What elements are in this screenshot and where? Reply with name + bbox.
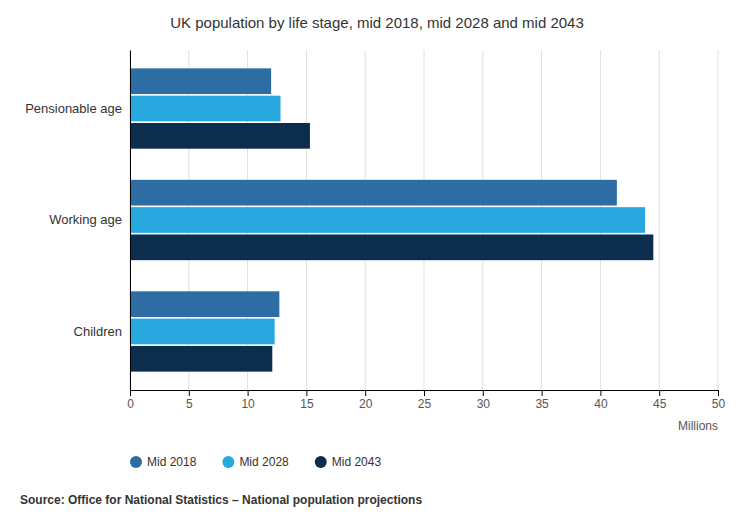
grid-line: [718, 50, 719, 390]
grid-line: [130, 50, 131, 390]
tick-label: 30: [477, 397, 491, 411]
y-axis: Pensionable age Working age Children: [25, 51, 130, 391]
legend-label: Mid 2043: [332, 455, 382, 469]
series: [130, 96, 645, 345]
legend-marker: [130, 456, 142, 468]
bar: [130, 234, 653, 260]
plot: 0 5 10 15 20 25 30 35 40 45 50 Pensionable age Worki…: [25, 50, 725, 433]
bar: [130, 123, 310, 149]
tick-mark: [306, 390, 307, 396]
tick-mark: [365, 390, 366, 396]
tick-label: 35: [535, 397, 549, 411]
tick: Working age: [49, 212, 130, 227]
tick-label: Working age: [49, 212, 122, 227]
tick: 30: [477, 390, 491, 411]
bar: [130, 96, 281, 122]
tick-label: 15: [300, 397, 314, 411]
bar: [130, 291, 279, 317]
bar: [130, 346, 272, 372]
tick: 15: [300, 390, 314, 411]
tick: 0: [127, 390, 134, 411]
legend-item: Mid 2018: [130, 455, 197, 469]
tick: 40: [594, 390, 608, 411]
tick: 5: [186, 390, 193, 411]
tick: Pensionable age: [25, 101, 130, 116]
bar: [130, 207, 645, 233]
axis-title: Millions: [678, 419, 718, 433]
tick-label: 50: [712, 397, 726, 411]
tick-label: 5: [186, 397, 193, 411]
bar: [130, 319, 275, 345]
tick-label: Children: [74, 324, 122, 339]
tick-label: Pensionable age: [25, 101, 122, 116]
grid: [130, 50, 718, 390]
tick-mark: [130, 390, 131, 396]
bars: [130, 68, 653, 371]
bar: [130, 180, 617, 206]
tick-label: 20: [359, 397, 373, 411]
series: [130, 123, 653, 372]
tick: 25: [418, 390, 432, 411]
bar: [130, 68, 271, 94]
legend: Mid 2018 Mid 2028 Mid 2043: [130, 455, 381, 469]
tick-mark: [600, 390, 601, 396]
tick-mark: [189, 390, 190, 396]
legend-marker: [315, 456, 327, 468]
x-axis: 0 5 10 15 20 25 30 35 40 45 50: [127, 390, 725, 411]
tick: 10: [241, 390, 255, 411]
tick: 35: [535, 390, 549, 411]
tick-mark: [718, 390, 719, 396]
legend-label: Mid 2028: [239, 455, 289, 469]
legend-item: Mid 2043: [315, 455, 382, 469]
chart: 0 5 10 15 20 25 30 35 40 45 50 Pensionable age Worki…: [0, 0, 754, 520]
axis-line: [130, 51, 131, 391]
tick-mark: [424, 390, 425, 396]
tick: 20: [359, 390, 373, 411]
grid-line: [659, 50, 660, 390]
tick: 45: [653, 390, 667, 411]
tick-mark: [248, 390, 249, 396]
annotation: Source: Office for National Statistics –…: [20, 493, 422, 507]
tick-label: 40: [594, 397, 608, 411]
tick-label: 45: [653, 397, 667, 411]
tick: 50: [712, 390, 726, 411]
tick-label: 25: [418, 397, 432, 411]
legend-item: Mid 2028: [222, 455, 289, 469]
tick-label: 0: [127, 397, 134, 411]
tick-mark: [542, 390, 543, 396]
series: [130, 68, 617, 317]
legend-label: Mid 2018: [147, 455, 197, 469]
tick-mark: [483, 390, 484, 396]
tick-label: 10: [241, 397, 255, 411]
title: UK population by life stage, mid 2018, m…: [170, 14, 584, 31]
axis-line: [131, 391, 719, 397]
tick-mark: [659, 390, 660, 396]
tick: Children: [74, 324, 130, 339]
legend-marker: [222, 456, 234, 468]
